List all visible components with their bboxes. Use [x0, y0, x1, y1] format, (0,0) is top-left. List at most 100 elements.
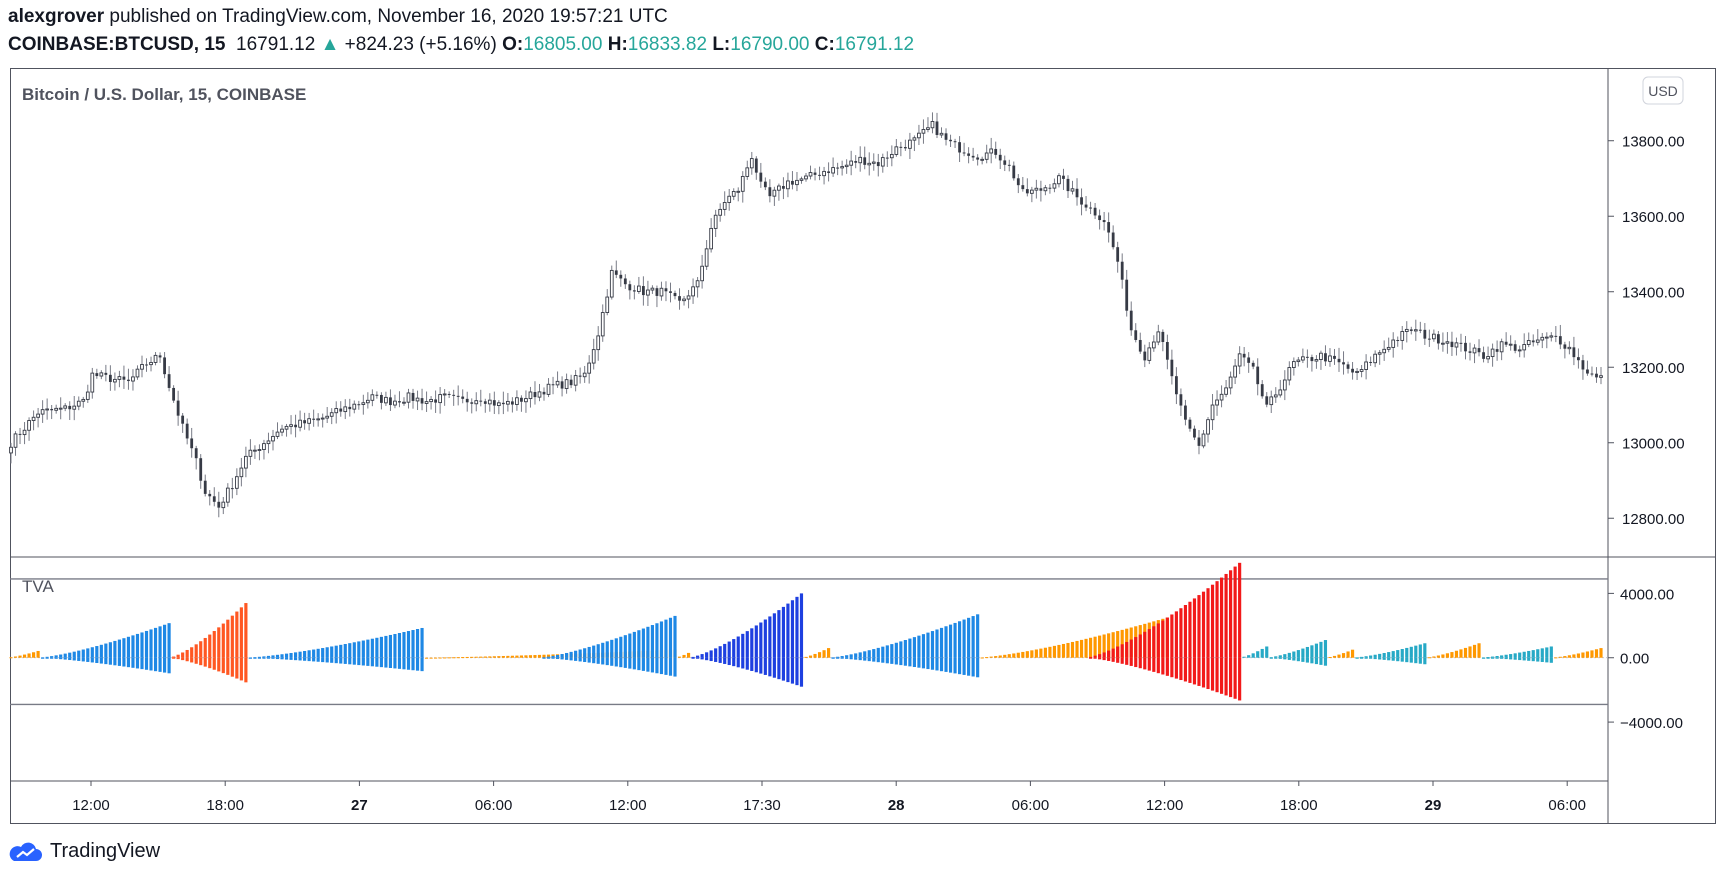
tva-bar-negative	[1536, 657, 1540, 662]
currency-button-frame[interactable]	[1642, 76, 1684, 105]
tva-bar-positive	[325, 647, 329, 658]
tva-bar-positive	[799, 593, 804, 658]
candle-body-up	[352, 403, 357, 410]
tva-bar-positive	[266, 655, 271, 658]
candle-body-up	[849, 160, 854, 166]
tva-bar-positive	[199, 641, 203, 658]
candle-body-up	[289, 424, 293, 427]
candle-body-up	[880, 157, 885, 167]
tva-bar-positive	[1341, 653, 1346, 658]
tva-bar-positive	[1518, 652, 1522, 658]
tva-bar-positive	[1590, 650, 1594, 658]
tva-bar-positive	[434, 657, 438, 659]
symbol-name: COINBASE:BTCUSD, 15	[8, 34, 226, 55]
time-axis[interactable]: 12:00 18:00 27 06:00 12:00 17:30 28 06:00 12:00 1…	[72, 781, 1586, 814]
candle-body-down	[542, 391, 546, 395]
tva-bar-negative	[172, 657, 176, 659]
candle-body-down	[1007, 164, 1011, 166]
tva-bar-positive	[1504, 654, 1508, 658]
tva-bar-negative	[63, 657, 67, 660]
tva-bar-positive	[235, 611, 239, 658]
candle-body-up	[930, 121, 935, 129]
tva-bar-positive	[1581, 652, 1585, 658]
candle-body-up	[524, 398, 528, 403]
tva-bar-positive	[1143, 631, 1147, 658]
tva-bar-positive	[1093, 655, 1097, 658]
candle-body-up	[1386, 346, 1391, 350]
candle-body-down	[18, 433, 22, 435]
tva-bar-negative	[1382, 657, 1386, 660]
tva-bar-positive	[519, 655, 524, 658]
tva-bar-negative	[108, 657, 112, 665]
tva-bar-positive	[1102, 634, 1106, 658]
candle-body-down	[971, 155, 975, 158]
candle-body-up	[1057, 175, 1061, 185]
tva-bar-positive	[1436, 655, 1440, 658]
candle-body-up	[63, 405, 68, 409]
candle-body-down	[1084, 204, 1088, 208]
indicator-axis[interactable]: 4000.00 0.00 −4000.00	[1608, 586, 1683, 732]
tva-bar-positive	[81, 649, 85, 658]
tva-bar-negative	[1233, 657, 1237, 699]
tva-bar-positive	[1450, 652, 1454, 658]
candle-body-up	[749, 158, 754, 169]
tva-bar-positive	[1247, 655, 1251, 658]
candle-body-up	[113, 378, 117, 383]
currency-label[interactable]: USD	[1648, 83, 1678, 99]
currency-button[interactable]: USD	[1642, 76, 1684, 105]
tva-bar-positive	[461, 657, 465, 659]
tva-bar-positive	[483, 656, 487, 658]
candle-body-up	[1151, 341, 1156, 349]
tva-bar-negative	[1500, 657, 1504, 659]
candle-body-down	[1346, 364, 1350, 369]
tva-bar-negative	[763, 657, 767, 675]
tva-bar-positive	[50, 656, 54, 658]
tva-bar-positive	[90, 647, 94, 658]
tva-bar-positive	[312, 649, 316, 658]
tva-bar-positive	[1238, 562, 1242, 658]
tva-bar-negative	[167, 657, 171, 674]
tva-bar-negative	[601, 657, 605, 665]
tva-bar-negative	[153, 657, 158, 672]
tva-bar-positive	[912, 637, 916, 658]
candle-body-up	[140, 364, 144, 370]
tva-bar-positive	[804, 656, 808, 658]
candle-body-down	[158, 355, 162, 358]
candle-body-up	[329, 412, 334, 417]
tva-bar-positive	[1391, 651, 1395, 658]
tva-bar-negative	[303, 657, 307, 661]
tva-bar-positive	[1554, 657, 1558, 659]
candle-body-up	[1273, 394, 1278, 398]
tva-bar-negative	[68, 657, 72, 661]
candle-body-down	[145, 364, 148, 366]
tva-bar-negative	[393, 657, 397, 669]
tva-bar-positive	[1274, 656, 1278, 658]
tva-bar-negative	[1400, 657, 1404, 662]
candle-body-down	[379, 394, 383, 403]
tva-bar-positive	[1102, 652, 1106, 658]
candle-body-down	[1495, 349, 1499, 352]
tva-bar-negative	[1134, 657, 1138, 668]
candle-body-up	[275, 431, 280, 437]
tva-bar-negative	[307, 657, 311, 662]
candle-body-up	[221, 501, 226, 509]
tva-bar-negative	[664, 657, 668, 675]
tva-bar-positive	[1052, 645, 1057, 658]
tva-bar-positive	[1120, 629, 1124, 658]
candle-body-down	[998, 154, 1002, 161]
price-change: +824.23 (+5.16%)	[344, 34, 497, 55]
tva-bar-positive	[822, 650, 826, 658]
author-name[interactable]: alexgrover	[8, 6, 105, 27]
candle-body-up	[921, 129, 926, 134]
tradingview-logo[interactable]: TradingView	[8, 840, 160, 863]
tva-bar-negative	[86, 657, 90, 662]
tva-bar-positive	[510, 655, 514, 658]
tva-bar-positive	[334, 645, 338, 658]
tva-bar-negative	[1364, 657, 1368, 659]
price-axis[interactable]: 13800.00 13600.00 13400.00 13200.00 13000.00…	[1608, 134, 1685, 529]
candle-body-up	[1499, 341, 1504, 353]
candle-body-down	[994, 148, 998, 155]
tva-bar-positive	[939, 627, 944, 658]
change-up-icon: ▲	[320, 34, 340, 55]
